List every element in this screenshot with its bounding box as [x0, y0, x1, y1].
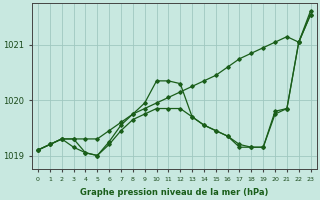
- X-axis label: Graphe pression niveau de la mer (hPa): Graphe pression niveau de la mer (hPa): [80, 188, 268, 197]
